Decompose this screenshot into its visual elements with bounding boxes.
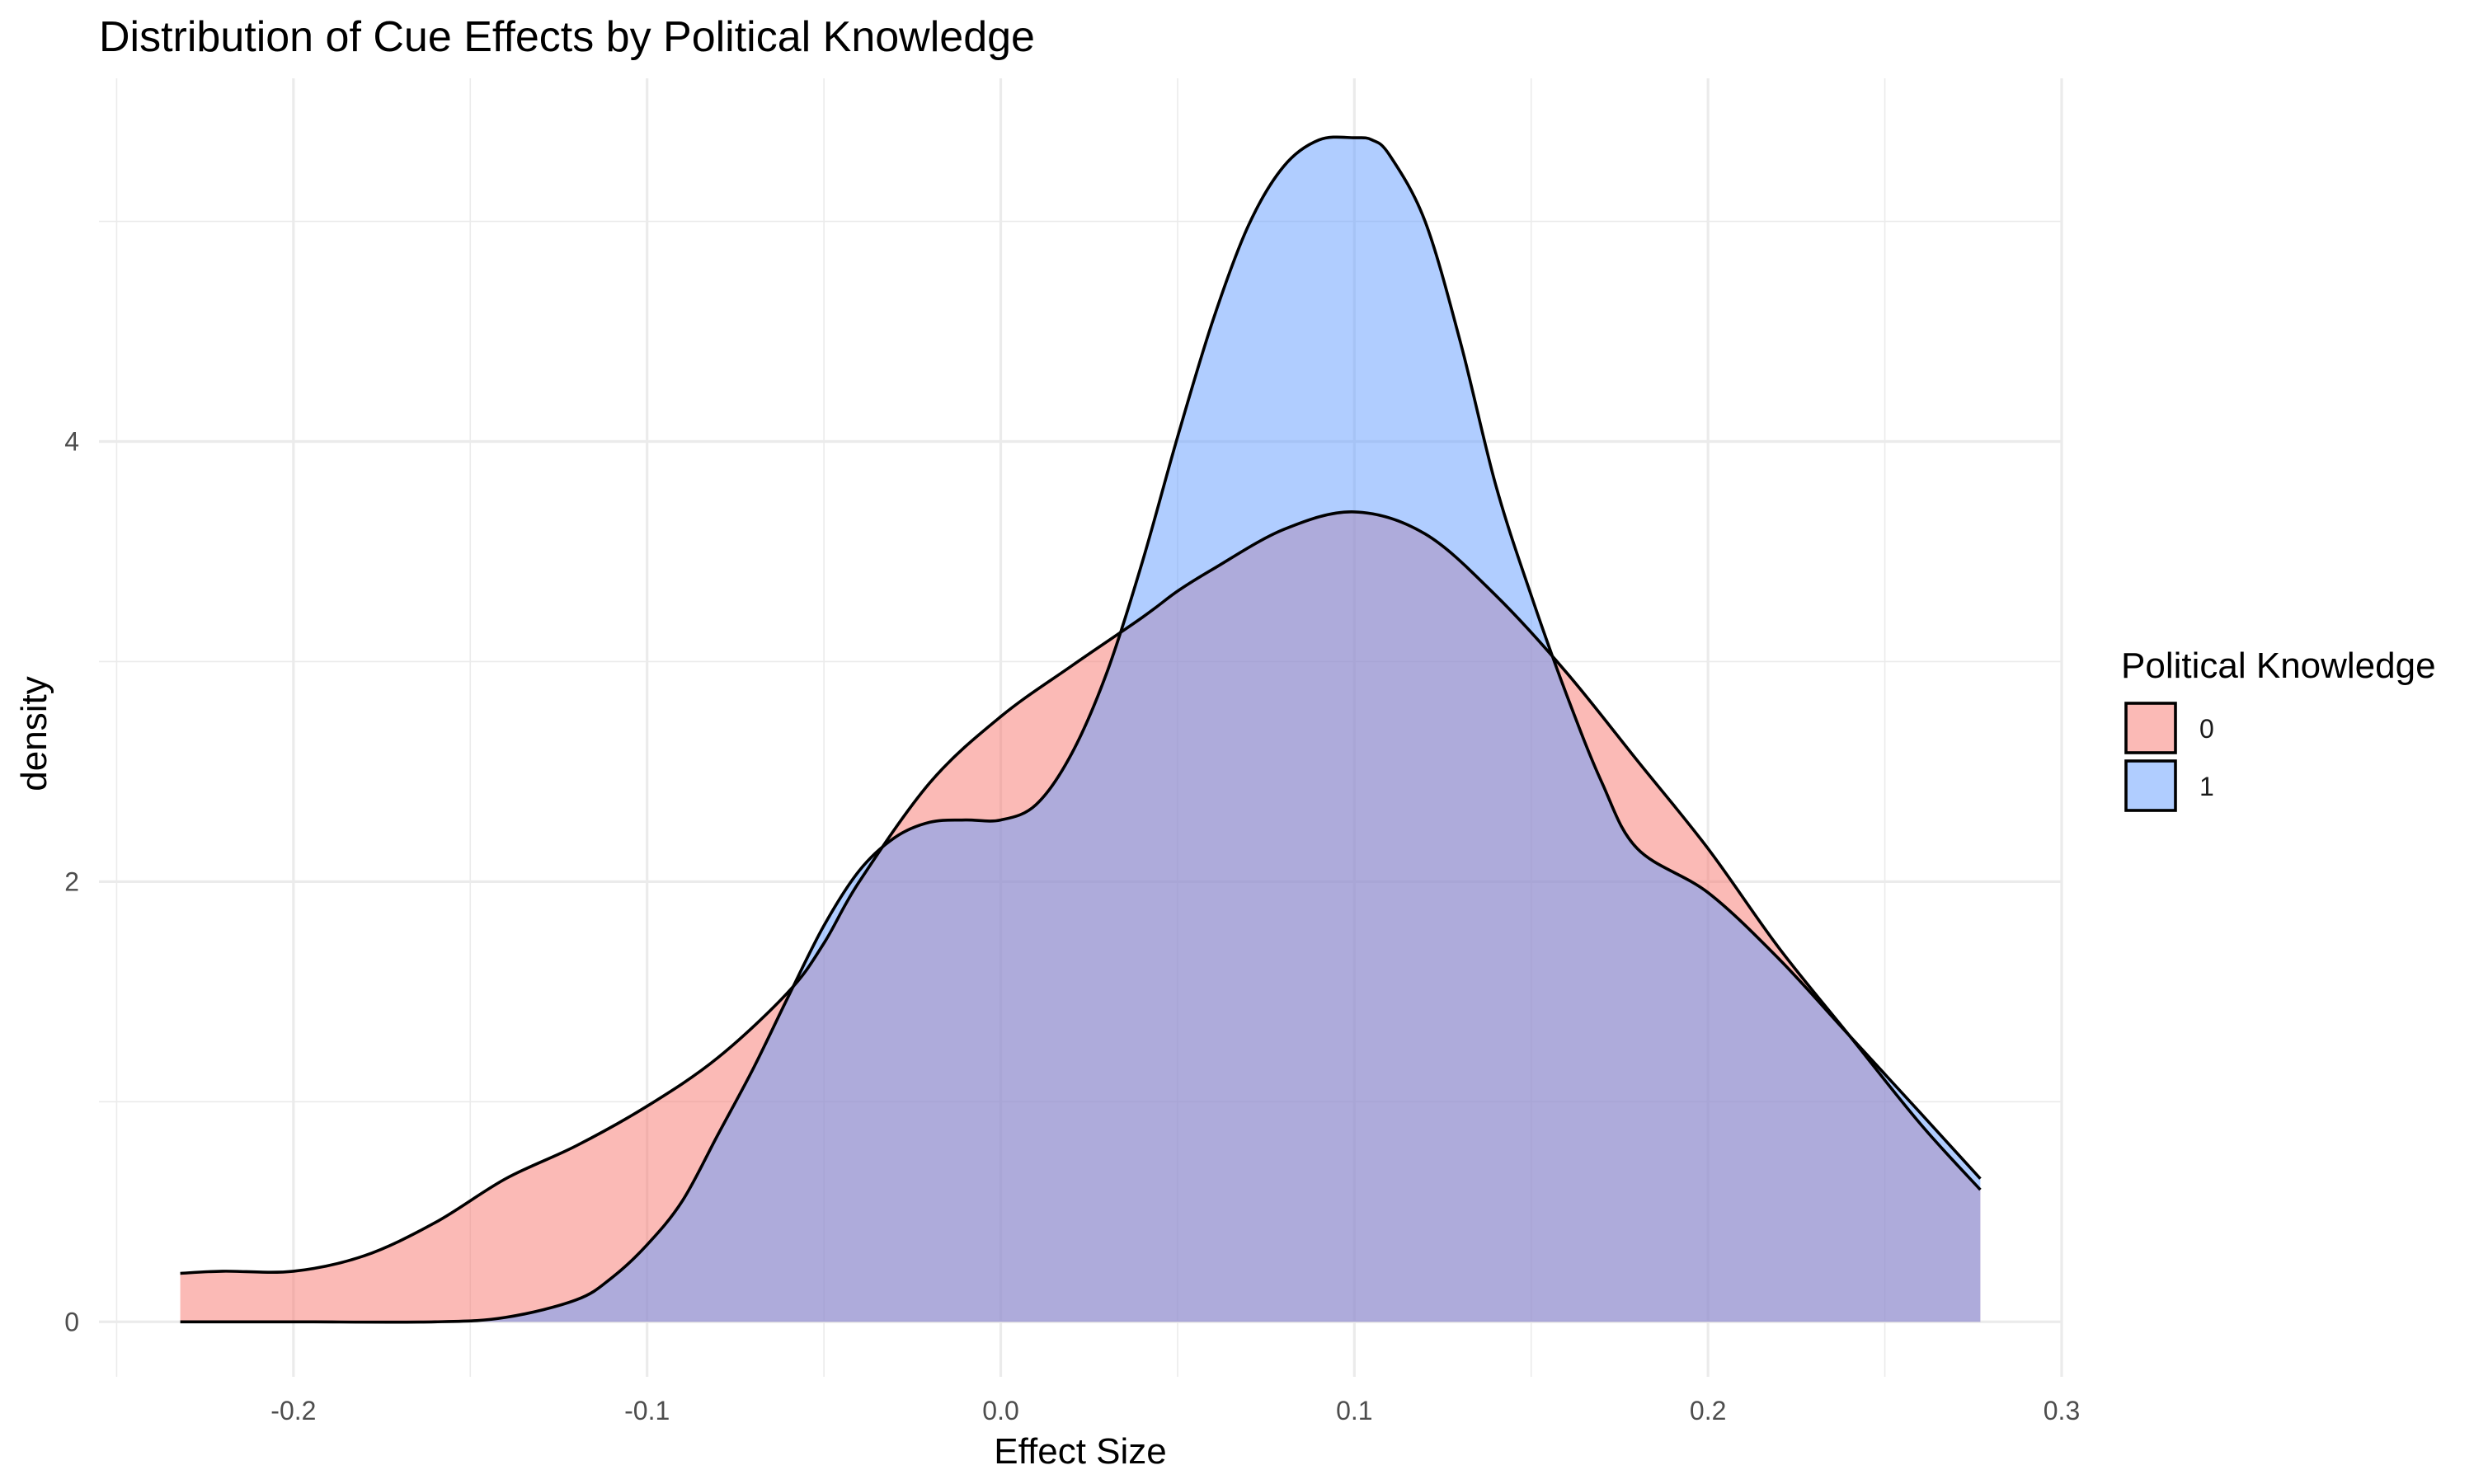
y-axis-title: density (14, 676, 54, 791)
x-tick-label: -0.1 (624, 1396, 670, 1425)
legend-swatch-series-1 (2124, 759, 2177, 812)
density-area-series-1 (180, 137, 1981, 1322)
chart-title: Distribution of Cue Effects by Political… (99, 13, 1035, 61)
x-tick-label: -0.2 (270, 1396, 316, 1425)
x-tick-label: 0.1 (1336, 1396, 1372, 1425)
legend-label-series-1: 1 (2199, 772, 2214, 801)
x-axis-title: Effect Size (994, 1431, 1167, 1472)
legend: Political Knowledge 01 (2121, 646, 2436, 813)
y-tick-label: 0 (64, 1307, 79, 1336)
density-line-series-1 (180, 135, 1982, 1324)
x-tick-label: 0.0 (982, 1396, 1018, 1425)
legend-swatch-series-0 (2124, 702, 2177, 754)
density-outlines (180, 135, 1982, 1324)
x-axis-ticks: -0.2 -0.1 0.0 0.1 0.2 0.3 (270, 1396, 2080, 1425)
density-line-series-0 (180, 510, 1982, 1275)
legend-title: Political Knowledge (2121, 646, 2436, 686)
x-tick-label: 0.2 (1690, 1396, 1726, 1425)
x-tick-label: 0.3 (2044, 1396, 2080, 1425)
legend-label-series-0: 0 (2199, 714, 2214, 744)
legend-items: 01 (2124, 701, 2214, 813)
y-tick-label: 2 (64, 866, 79, 896)
density-areas (180, 137, 1981, 1322)
y-tick-label: 4 (64, 426, 79, 456)
y-axis-ticks: 0 2 4 (64, 426, 79, 1336)
